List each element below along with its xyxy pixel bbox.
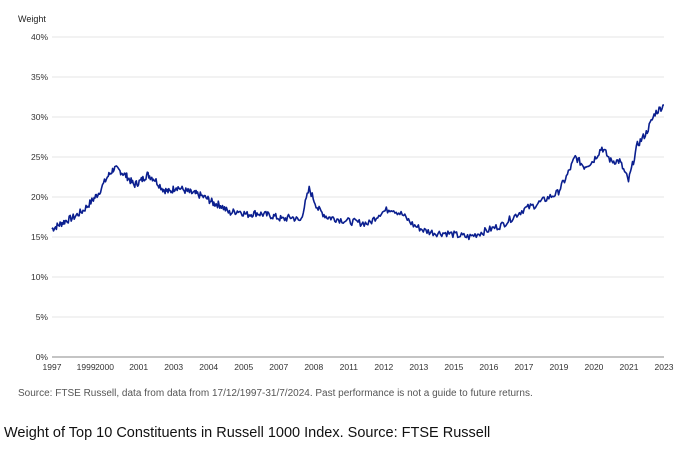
x-tick-label: 2017 [514, 362, 533, 372]
y-tick-label: 35% [31, 72, 48, 82]
x-tick-label: 2000 [95, 362, 114, 372]
y-tick-label: 25% [31, 152, 48, 162]
series-line [51, 104, 664, 241]
y-tick-label: 5% [36, 312, 49, 322]
source-note: Source: FTSE Russell, data from data fro… [18, 388, 533, 399]
figure-caption: Weight of Top 10 Constituents in Russell… [4, 425, 491, 441]
gridlines [52, 36, 664, 318]
y-tick-label: 20% [31, 192, 48, 202]
series-layer [51, 104, 664, 241]
x-tick-label: 2004 [199, 362, 218, 372]
y-axis: 0% 5% 10% 15% 20% 25% 30% 35% 40% [31, 32, 48, 362]
y-axis-title: Weight [18, 14, 46, 24]
y-tick-label: 30% [31, 112, 48, 122]
x-axis-ticks: 1997 1999 2000 2001 2003 2004 2005 2007 2008 2011… [43, 362, 674, 372]
x-tick-label: 1999 [77, 362, 96, 372]
x-tick-label: 2012 [374, 362, 393, 372]
x-tick-label: 2003 [164, 362, 183, 372]
y-tick-label: 10% [31, 272, 48, 282]
x-tick-label: 2021 [620, 362, 639, 372]
x-tick-label: 2016 [479, 362, 498, 372]
x-tick-label: 1997 [43, 362, 62, 372]
y-tick-label: 15% [31, 232, 48, 242]
x-tick-label: 2013 [409, 362, 428, 372]
x-tick-label: 2015 [444, 362, 463, 372]
x-tick-label: 2023 [655, 362, 674, 372]
y-tick-label: 0% [36, 352, 49, 362]
x-tick-label: 2001 [129, 362, 148, 372]
x-tick-label: 2005 [234, 362, 253, 372]
x-tick-label: 2011 [340, 362, 359, 372]
y-tick-label: 40% [31, 32, 48, 42]
x-tick-label: 2007 [269, 362, 288, 372]
x-tick-label: 2020 [584, 362, 603, 372]
x-tick-label: 2008 [304, 362, 323, 372]
x-tick-label: 2019 [549, 362, 568, 372]
